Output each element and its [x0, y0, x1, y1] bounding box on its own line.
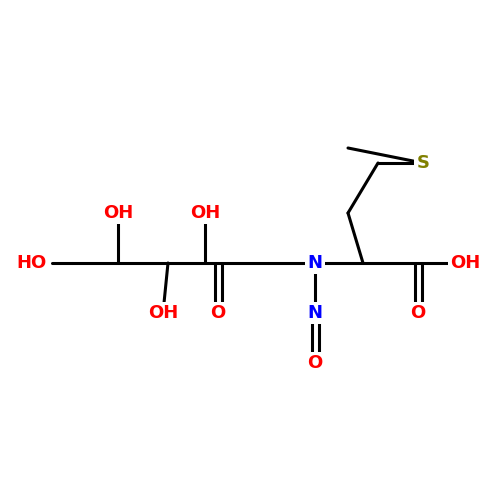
Text: OH: OH — [190, 204, 220, 222]
Text: OH: OH — [450, 254, 480, 272]
Text: O: O — [308, 354, 322, 372]
Text: N: N — [308, 254, 322, 272]
Text: N: N — [308, 304, 322, 322]
Text: OH: OH — [148, 304, 178, 322]
Text: O: O — [210, 304, 226, 322]
Text: S: S — [416, 154, 430, 172]
Text: OH: OH — [103, 204, 133, 222]
Text: HO: HO — [17, 254, 47, 272]
Text: O: O — [410, 304, 426, 322]
